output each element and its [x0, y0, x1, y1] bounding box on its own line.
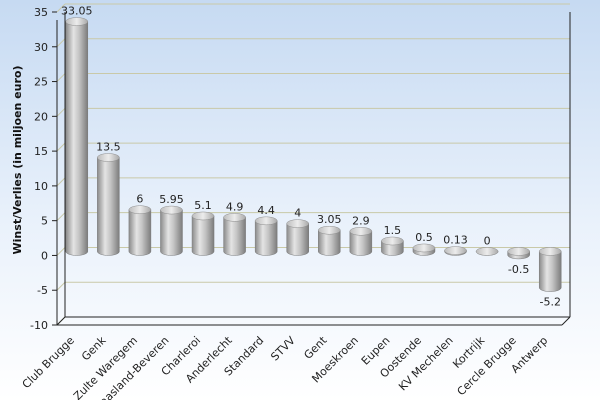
axis-line — [56, 316, 66, 326]
value-label: 0.5 — [415, 231, 433, 244]
bar — [444, 246, 467, 256]
grid-line-side — [56, 38, 66, 48]
value-label: 13.5 — [96, 141, 121, 154]
grid-line-side — [56, 3, 66, 13]
grid-line-side — [56, 281, 66, 291]
value-label: 4 — [294, 207, 301, 220]
bar — [128, 205, 152, 256]
value-label: 2.9 — [352, 214, 370, 227]
axis-line — [561, 316, 571, 326]
bar — [286, 219, 309, 256]
value-label: 5.95 — [159, 193, 184, 206]
bar — [191, 211, 215, 256]
bar — [65, 17, 89, 256]
grid-line-side — [56, 212, 66, 222]
bar — [318, 225, 341, 256]
bar — [160, 205, 183, 256]
value-label: -5.2 — [539, 296, 560, 309]
grid-line-side — [56, 142, 66, 152]
value-label: 1.5 — [384, 224, 402, 237]
value-label: 0.13 — [443, 234, 468, 247]
bar — [538, 247, 562, 292]
y-tick-labels: -10 -5 0 5 10 15 20 25 30 35 — [30, 6, 48, 332]
value-labels: 33.05 13.5 6 5.95 5.1 4.9 4.4 4 3.05 2.9 1.5 0.5 0.1… — [61, 5, 561, 309]
value-label: 3.05 — [317, 213, 342, 226]
bar — [475, 247, 499, 256]
bar — [412, 243, 436, 256]
value-label: -0.5 — [508, 263, 529, 276]
value-label: 33.05 — [61, 5, 93, 18]
y-tick-label: 20 — [34, 110, 48, 123]
x-tick-label: Genk — [79, 333, 109, 363]
y-tick-label: 25 — [34, 76, 48, 89]
grid-line-side — [56, 247, 66, 256]
grid-lines — [56, 3, 570, 326]
y-tick-label: 35 — [34, 6, 48, 19]
value-label: 6 — [136, 193, 143, 206]
grid-line-side — [56, 177, 66, 187]
bars — [65, 17, 562, 292]
bar — [349, 227, 373, 256]
value-label: 5.1 — [194, 199, 212, 212]
axes — [52, 11, 571, 326]
bar — [223, 213, 246, 256]
bar — [97, 153, 120, 256]
y-tick-label: 30 — [34, 41, 48, 54]
grid-line-side — [56, 73, 66, 82]
y-tick-label: 5 — [41, 215, 48, 228]
bar — [254, 216, 278, 256]
x-tick-label: STVV — [268, 334, 298, 364]
y-axis-title: Winst/Verlies (in miljoen euro) — [11, 66, 24, 255]
y-tick-label: 0 — [41, 249, 48, 262]
bar — [507, 247, 530, 260]
y-tick-label: 15 — [34, 145, 48, 158]
bar — [381, 236, 404, 256]
grid-line-side — [56, 107, 66, 117]
x-tick-label: Gent — [301, 333, 329, 361]
x-tick-label: Club Brugge — [20, 334, 77, 391]
y-tick-label: 10 — [34, 180, 48, 193]
value-label: 4.4 — [257, 204, 275, 217]
y-tick-label: -5 — [37, 284, 48, 297]
value-label: 0 — [484, 234, 491, 247]
value-label: 4.9 — [226, 200, 244, 213]
y-tick-label: -10 — [30, 319, 48, 332]
